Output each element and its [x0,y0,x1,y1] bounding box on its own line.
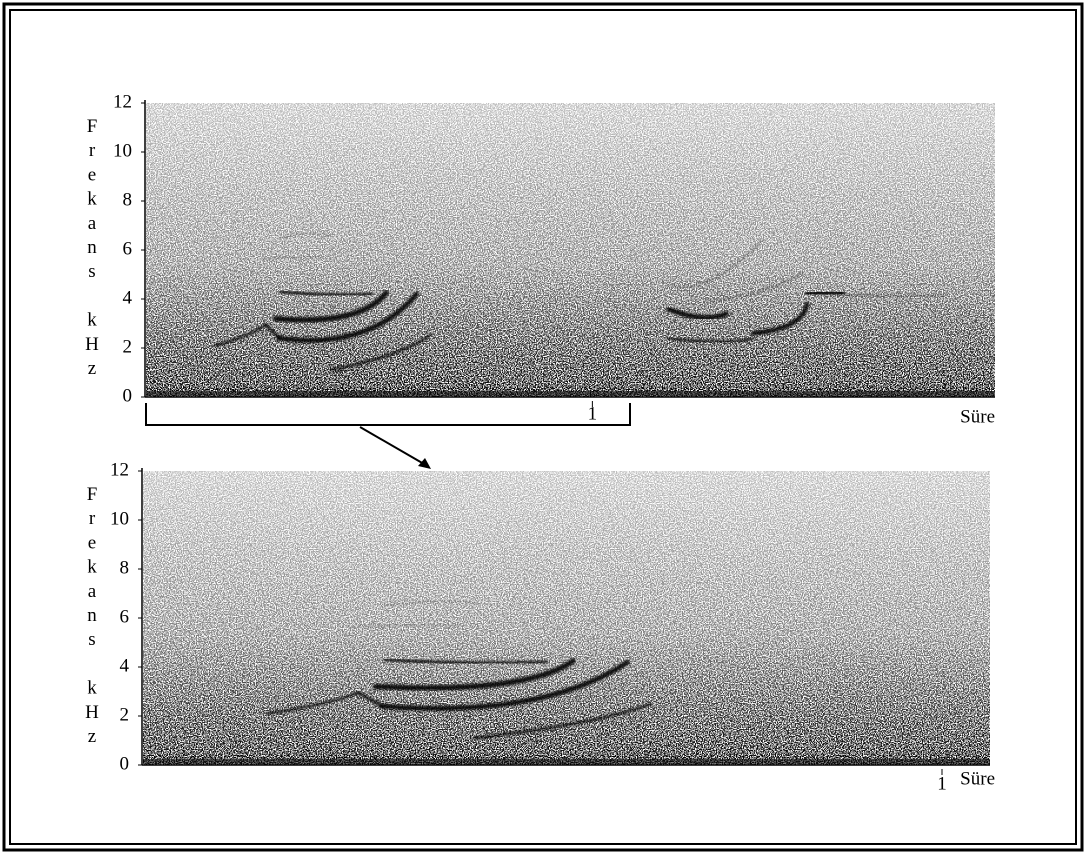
y-tick-label: 12 [113,91,132,112]
call-trace [278,232,334,239]
y-tick-label: 8 [123,189,133,210]
ground-band [143,759,990,764]
call-trace [382,658,549,665]
call-trace [349,624,463,629]
call-trace [329,334,431,372]
call-trace [372,658,576,691]
y-tick-label: 8 [120,557,130,578]
spectrogram-noise [146,103,995,397]
x-tick-label: 1 [588,403,598,424]
call-trace [213,323,268,347]
y-tick-label: 2 [123,336,133,357]
call-trace [260,256,325,261]
y-tick-label: 6 [120,606,130,627]
y-tick-label: 2 [120,704,130,725]
y-tick-label: 4 [120,655,130,676]
ground-band [146,391,995,396]
y-tick-label: 10 [113,140,132,161]
arrow-head [418,458,431,469]
selection-bracket [145,403,631,426]
call-trace [276,291,420,343]
call-trace [667,336,755,344]
x-tick-label: 1 [937,773,947,794]
call-trace [751,301,810,336]
x-axis-label: Süre [960,768,995,789]
y-tick-label: 12 [110,459,129,480]
inner-frame [9,9,1077,845]
spectrogram-noise [143,471,990,765]
y-tick-label: 10 [110,508,129,529]
zoom-arrow [359,426,425,465]
y-tick-label: 0 [120,753,130,774]
y-tick-label: 0 [123,385,133,406]
y-tick-label: 4 [123,287,133,308]
call-trace [665,306,730,321]
call-trace [473,702,653,740]
call-trace [667,239,764,288]
call-trace [266,691,360,715]
call-trace [272,290,389,323]
call-trace [381,600,479,607]
y-tick-label: 6 [123,238,133,259]
call-trace [379,659,631,711]
call-trace [703,271,804,303]
call-trace [279,290,373,297]
call-trace [804,289,846,297]
x-axis-label: Süre [960,406,995,427]
